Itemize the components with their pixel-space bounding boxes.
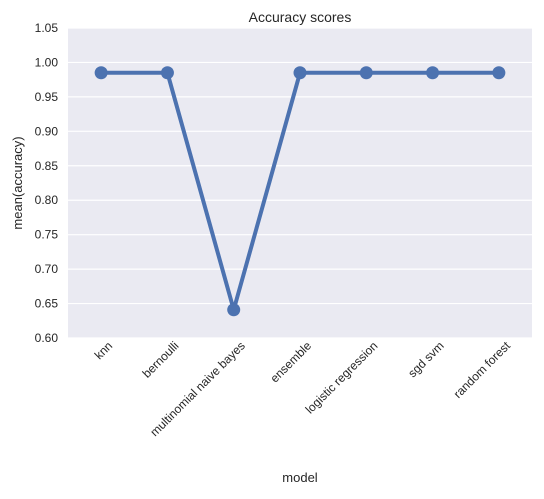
y-tick-label: 1.00	[35, 55, 59, 69]
y-tick-label: 0.95	[35, 90, 59, 104]
data-point	[492, 66, 505, 79]
x-tick-label: bernoulli	[140, 339, 182, 381]
x-tick-label: logistic regression	[303, 339, 381, 417]
y-tick-label: 1.05	[35, 21, 59, 35]
y-tick-label: 0.75	[35, 228, 59, 242]
y-tick-label: 0.85	[35, 159, 59, 173]
y-tick-label: 0.60	[35, 331, 59, 345]
data-point	[294, 66, 307, 79]
data-point	[426, 66, 439, 79]
chart-title: Accuracy scores	[249, 9, 352, 25]
y-tick-label: 0.65	[35, 297, 59, 311]
data-point	[227, 303, 240, 316]
y-axis-label: mean(accuracy)	[10, 136, 25, 229]
x-tick-label: random forest	[451, 338, 514, 401]
x-tick-label: ensemble	[267, 338, 314, 385]
data-point	[95, 66, 108, 79]
data-point	[161, 66, 174, 79]
y-tick-labels: 0.60 0.65 0.70 0.75 0.80 0.85 0.90 0.95 1.00 1.05	[35, 21, 59, 345]
data-point	[360, 66, 373, 79]
x-tick-label: sgd svm	[405, 339, 446, 380]
x-tick-label: knn	[92, 339, 116, 363]
y-tick-label: 0.70	[35, 262, 59, 276]
y-tick-label: 0.80	[35, 193, 59, 207]
x-axis-label: model	[282, 470, 318, 485]
y-tick-label: 0.90	[35, 124, 59, 138]
